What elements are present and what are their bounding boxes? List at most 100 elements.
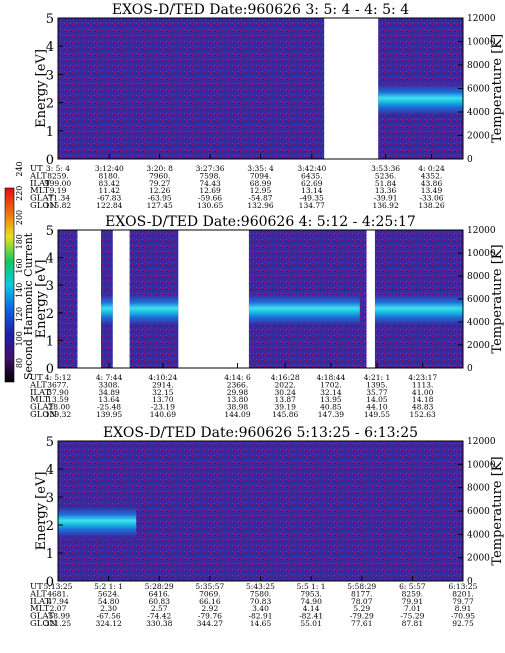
table-cell: 13.14 — [301, 186, 323, 195]
y-tick-label: 4 — [46, 40, 54, 55]
row-label-glat: GLAT — [30, 612, 54, 622]
table-cell: 2.57 — [151, 604, 168, 613]
table-cell: 32.14 — [320, 388, 342, 397]
y2-tick-label: 2000 — [467, 132, 490, 142]
table-cell: 3:20: 8 — [146, 164, 173, 173]
energy-band — [129, 294, 179, 325]
y2-tick-label: 6000 — [467, 295, 490, 305]
energy-band — [101, 294, 113, 325]
table-cell: 7960. — [149, 171, 170, 180]
y-tick-label: 0 — [46, 153, 54, 168]
colorbar-tick-label: 120 — [15, 307, 24, 322]
table-cell: 30.24 — [274, 388, 296, 397]
table-cell: 51.84 — [375, 179, 397, 188]
table-cell: 3:53:36 — [371, 164, 400, 173]
y2-axis-label: Temperature [K] — [490, 34, 505, 143]
table-cell: -28.00 — [46, 403, 70, 412]
y-tick-label: 0 — [46, 575, 54, 590]
row-label-mlt: MLT — [30, 395, 50, 405]
y2-tick-label: 4000 — [467, 530, 490, 540]
y2-axis-label: Temperature [K] — [490, 456, 505, 565]
table-cell: -70.95 — [451, 612, 475, 621]
table-cell: 999.00 — [45, 179, 71, 188]
table-cell: 74.43 — [199, 179, 221, 188]
y2-tick-label: 12000 — [467, 226, 496, 236]
table-cell: 152.63 — [410, 410, 436, 419]
table-cell: 2.92 — [202, 604, 219, 613]
colorbar-tick-label: 200 — [15, 210, 24, 225]
table-cell: 35.77 — [366, 388, 388, 397]
table-cell: -74.42 — [147, 612, 171, 621]
y-tick-label: 5 — [46, 12, 54, 27]
table-cell: 5624. — [98, 589, 119, 598]
table-cell: 5:5 1: 1 — [297, 582, 326, 591]
table-cell: -33.06 — [419, 194, 443, 203]
table-cell: 55.01 — [300, 619, 321, 628]
table-cell: 330.38 — [146, 619, 172, 628]
table-cell: 2.30 — [100, 604, 117, 613]
table-cell: 34.89 — [98, 388, 120, 397]
table-cell: -49.35 — [300, 194, 324, 203]
table-cell: 74.90 — [300, 597, 322, 606]
table-cell: 144.09 — [224, 410, 250, 419]
y2-tick-label: 12000 — [467, 437, 496, 447]
table-cell: -67.83 — [97, 194, 121, 203]
y2-tick-label: 0 — [467, 364, 473, 374]
y-axis-label: Energy [eV] — [34, 260, 49, 339]
table-cell: 5:58:29 — [347, 582, 376, 591]
table-cell: 83.42 — [99, 179, 121, 188]
table-cell: 7.01 — [404, 604, 421, 613]
table-cell: 13.80 — [227, 395, 249, 404]
table-cell: 43.86 — [421, 179, 443, 188]
table-cell: 321.25 — [45, 619, 71, 628]
row-label-ut: UT — [30, 373, 43, 383]
table-cell: 13.49 — [421, 186, 443, 195]
y-tick-label: 3 — [46, 279, 54, 294]
table-cell: 47.94 — [47, 597, 69, 606]
row-label-ut: UT — [30, 582, 43, 592]
table-cell: 13.70 — [152, 395, 174, 404]
row-label-alt: ALT — [29, 589, 47, 599]
colorbar-tick-label: 80 — [15, 358, 24, 368]
colorbar-tick-label: 220 — [15, 186, 24, 201]
table-cell: 92.75 — [452, 619, 474, 628]
y2-tick-label: 10000 — [467, 249, 496, 259]
energy-band — [374, 294, 463, 325]
table-cell: 3677. — [47, 380, 68, 389]
table-cell: -58.99 — [46, 612, 70, 621]
table-cell: 8.91 — [455, 604, 472, 613]
y-tick-label: 4 — [46, 463, 54, 478]
row-label-ilat: ILAT — [30, 597, 51, 607]
table-cell: 127.45 — [147, 201, 173, 210]
table-cell: 122.84 — [96, 201, 122, 210]
table-cell: 2914. — [152, 380, 173, 389]
table-cell: 3:35: 4 — [247, 164, 274, 173]
table-cell: 66.16 — [199, 597, 221, 606]
table-cell: 6:13:25 — [449, 582, 478, 591]
data-gap — [112, 230, 130, 368]
panel-2: EXOS-D/TED Date:960626 4: 5:12 - 4:25:17… — [29, 214, 505, 420]
table-cell: 32.15 — [152, 388, 174, 397]
table-cell: 3:12:40 — [95, 164, 124, 173]
table-cell: 1702. — [320, 380, 341, 389]
y2-tick-label: 8000 — [467, 272, 490, 282]
row-label-ilat: ILAT — [30, 179, 51, 189]
table-cell: 6: 5:57 — [399, 582, 426, 591]
table-cell: 13.36 — [375, 186, 397, 195]
table-cell: 13.59 — [47, 395, 69, 404]
table-cell: 4:21: 1 — [364, 373, 391, 382]
table-cell: 5236. — [375, 171, 396, 180]
table-cell: 4: 7:44 — [96, 373, 123, 382]
table-cell: 3:42:40 — [297, 164, 326, 173]
y-tick-label: 1 — [46, 125, 54, 140]
table-cell: -75.29 — [400, 612, 424, 621]
data-gap — [324, 18, 379, 159]
table-cell: 62.69 — [301, 179, 323, 188]
table-cell: 14.18 — [412, 395, 434, 404]
table-cell: 13.87 — [274, 395, 296, 404]
table-cell: 3:27:36 — [196, 164, 225, 173]
table-cell: -25.48 — [97, 403, 121, 412]
table-cell: 14.05 — [366, 395, 388, 404]
table-cell: -39.91 — [374, 194, 398, 203]
table-cell: -63.95 — [148, 194, 172, 203]
